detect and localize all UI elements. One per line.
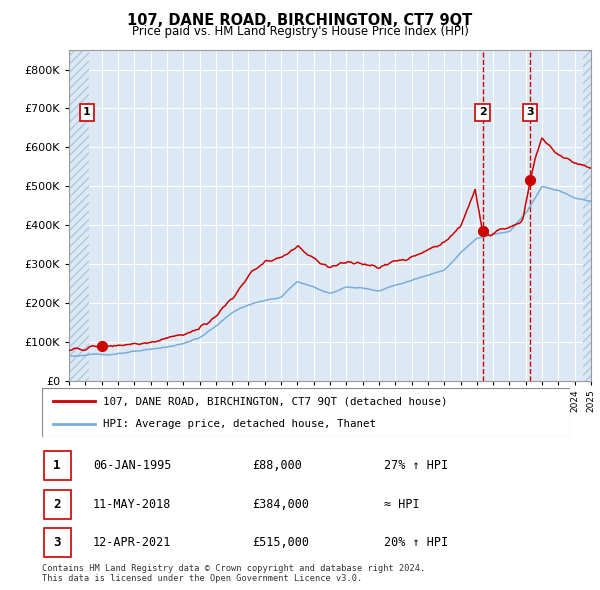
Point bbox=[478, 227, 487, 236]
Text: 107, DANE ROAD, BIRCHINGTON, CT7 9QT: 107, DANE ROAD, BIRCHINGTON, CT7 9QT bbox=[127, 13, 473, 28]
Text: 1: 1 bbox=[53, 459, 61, 473]
FancyBboxPatch shape bbox=[42, 388, 570, 437]
Bar bbox=[583, 50, 591, 381]
Text: Price paid vs. HM Land Registry's House Price Index (HPI): Price paid vs. HM Land Registry's House … bbox=[131, 25, 469, 38]
Text: 11-MAY-2018: 11-MAY-2018 bbox=[93, 497, 172, 511]
Text: 20% ↑ HPI: 20% ↑ HPI bbox=[384, 536, 448, 549]
Text: 3: 3 bbox=[53, 536, 61, 549]
FancyBboxPatch shape bbox=[44, 490, 71, 519]
Point bbox=[526, 176, 535, 185]
Text: 107, DANE ROAD, BIRCHINGTON, CT7 9QT (detached house): 107, DANE ROAD, BIRCHINGTON, CT7 9QT (de… bbox=[103, 396, 447, 407]
Text: 1: 1 bbox=[83, 107, 91, 117]
Text: £384,000: £384,000 bbox=[252, 497, 309, 511]
Text: £88,000: £88,000 bbox=[252, 459, 302, 473]
Text: £515,000: £515,000 bbox=[252, 536, 309, 549]
Text: Contains HM Land Registry data © Crown copyright and database right 2024.
This d: Contains HM Land Registry data © Crown c… bbox=[42, 563, 425, 583]
Bar bbox=[69, 50, 89, 381]
Text: ≈ HPI: ≈ HPI bbox=[384, 497, 419, 511]
Text: 2: 2 bbox=[53, 497, 61, 511]
Text: 27% ↑ HPI: 27% ↑ HPI bbox=[384, 459, 448, 473]
Text: 2: 2 bbox=[479, 107, 487, 117]
Point bbox=[97, 342, 107, 351]
Text: 3: 3 bbox=[526, 107, 534, 117]
Text: HPI: Average price, detached house, Thanet: HPI: Average price, detached house, Than… bbox=[103, 418, 376, 428]
Text: 12-APR-2021: 12-APR-2021 bbox=[93, 536, 172, 549]
FancyBboxPatch shape bbox=[44, 528, 71, 557]
FancyBboxPatch shape bbox=[44, 451, 71, 480]
Text: 06-JAN-1995: 06-JAN-1995 bbox=[93, 459, 172, 473]
